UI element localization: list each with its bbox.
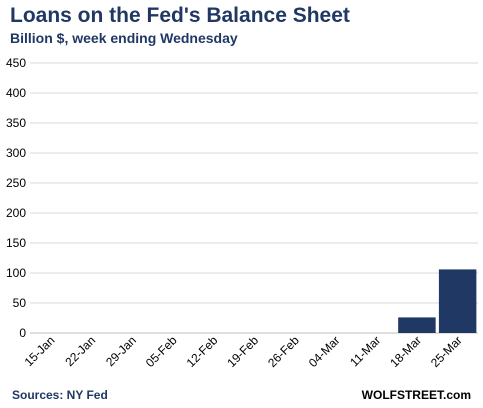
x-tick-label: 25-Mar — [428, 333, 465, 370]
y-tick-label: 450 — [6, 56, 26, 70]
chart-subtitle: Billion $, week ending Wednesday — [10, 30, 238, 46]
x-tick-label: 12-Feb — [184, 333, 221, 370]
bars — [398, 269, 477, 333]
watermark: WOLFSTREET.com — [361, 388, 471, 402]
y-tick-label: 350 — [6, 116, 26, 130]
y-tick-label: 200 — [6, 206, 26, 220]
y-tick-label: 100 — [6, 266, 26, 280]
y-axis-ticks: 0 50 100 150 200 250 300 350 400 450 — [6, 56, 26, 340]
x-axis-ticks: 15-Jan 22-Jan 29-Jan 05-Feb 12-Feb 19-Feb 26-F… — [22, 333, 465, 370]
bar-25-mar — [438, 269, 477, 333]
y-tick-label: 300 — [6, 146, 26, 160]
source-note: Sources: NY Fed — [12, 388, 108, 402]
y-tick-label: 400 — [6, 86, 26, 100]
x-tick-label: 04-Mar — [306, 333, 343, 370]
x-tick-label: 15-Jan — [22, 333, 58, 369]
y-tick-label: 250 — [6, 176, 26, 190]
y-tick-label: 50 — [13, 296, 27, 310]
y-tick-label: 0 — [19, 326, 26, 340]
x-tick-label: 18-Mar — [387, 333, 424, 370]
chart-title: Loans on the Fed's Balance Sheet — [10, 4, 350, 27]
y-tick-label: 150 — [6, 236, 26, 250]
x-tick-label: 19-Feb — [224, 333, 261, 370]
bar-18-mar — [398, 317, 436, 333]
x-tick-label: 22-Jan — [62, 333, 98, 369]
x-tick-label: 11-Mar — [347, 333, 383, 369]
x-tick-label: 29-Jan — [103, 333, 139, 369]
gridlines — [30, 62, 478, 334]
x-tick-label: 05-Feb — [143, 333, 180, 370]
x-tick-label: 26-Feb — [265, 333, 302, 370]
